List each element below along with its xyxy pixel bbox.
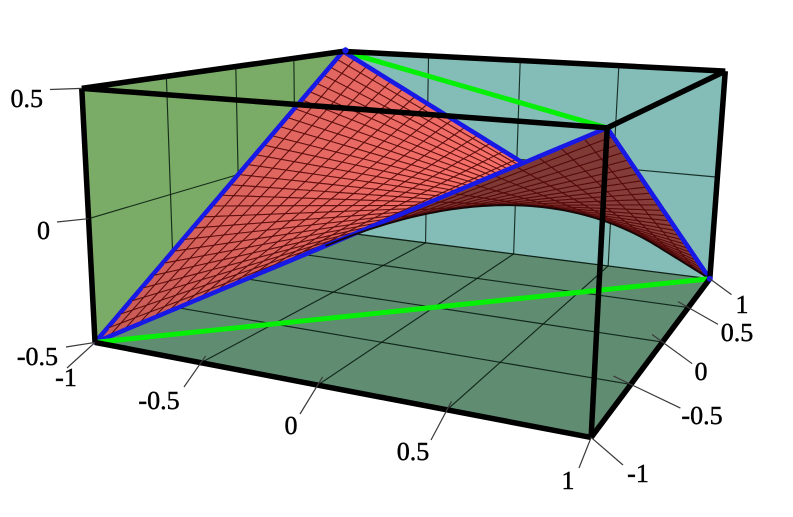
svg-text:0: 0 bbox=[285, 411, 298, 440]
svg-text:-1: -1 bbox=[55, 363, 77, 392]
svg-text:0.5: 0.5 bbox=[721, 318, 754, 347]
svg-text:0: 0 bbox=[37, 216, 50, 245]
svg-text:-0.5: -0.5 bbox=[681, 401, 722, 430]
svg-text:-0.5: -0.5 bbox=[17, 342, 58, 371]
svg-text:0.5: 0.5 bbox=[11, 84, 44, 113]
svg-text:-0.5: -0.5 bbox=[138, 386, 179, 415]
svg-text:1: 1 bbox=[736, 290, 749, 319]
svg-text:-1: -1 bbox=[627, 459, 649, 488]
svg-text:1: 1 bbox=[562, 466, 575, 495]
svg-text:0: 0 bbox=[695, 357, 708, 386]
svg-text:0.5: 0.5 bbox=[397, 437, 430, 466]
